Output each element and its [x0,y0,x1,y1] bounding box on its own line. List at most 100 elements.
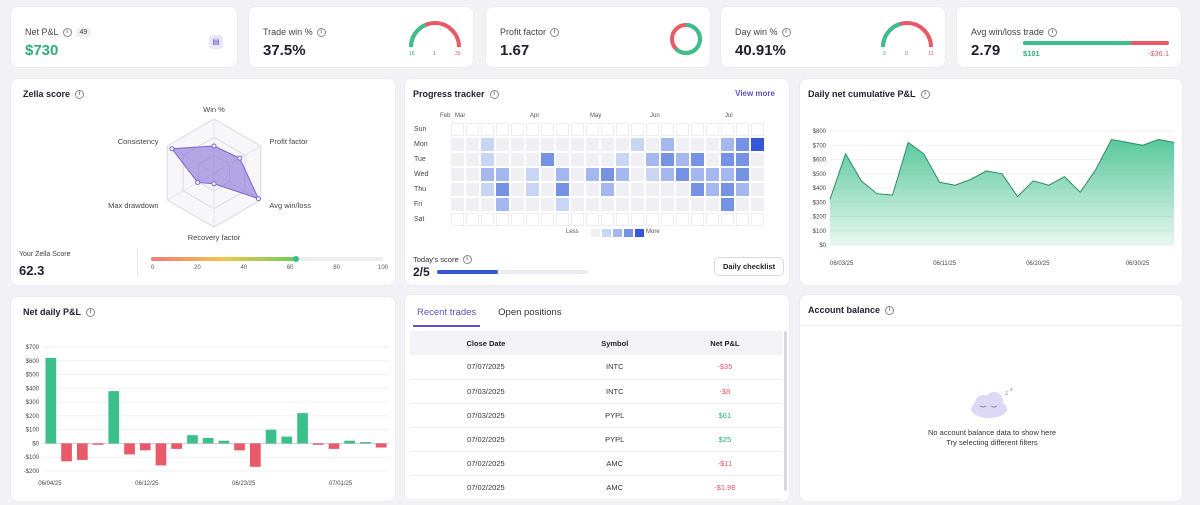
heatmap-day-cell[interactable] [646,213,659,226]
heatmap-day-cell[interactable] [481,138,494,151]
daily-pnl-bar[interactable] [92,443,104,445]
heatmap-day-cell[interactable] [571,138,584,151]
heatmap-day-cell[interactable] [676,198,689,211]
daily-pnl-bar[interactable] [375,443,387,448]
heatmap-day-cell[interactable] [526,168,539,181]
heatmap-day-cell[interactable] [631,183,644,196]
heatmap-day-cell[interactable] [466,138,479,151]
heatmap-day-cell[interactable] [601,168,614,181]
heatmap-day-cell[interactable] [556,153,569,166]
heatmap-day-cell[interactable] [691,138,704,151]
heatmap-day-cell[interactable] [556,138,569,151]
heatmap-day-cell[interactable] [511,153,524,166]
heatmap-day-cell[interactable] [721,183,734,196]
tab-recent-trades[interactable]: Recent trades [413,303,481,327]
heatmap-day-cell[interactable] [721,213,734,226]
daily-pnl-bar[interactable] [155,443,167,466]
info-icon[interactable]: i [1047,27,1057,37]
heatmap-day-cell[interactable] [601,138,614,151]
heatmap-day-cell[interactable] [676,153,689,166]
daily-pnl-bar[interactable] [360,442,371,444]
heatmap-day-cell[interactable] [601,198,614,211]
heatmap-day-cell[interactable] [586,153,599,166]
heatmap-day-cell[interactable] [481,183,494,196]
heatmap-day-cell[interactable] [736,213,749,226]
table-row[interactable]: 07/02/2025 PYPL $25 [410,427,782,452]
heatmap-day-cell[interactable] [691,123,704,136]
heatmap-day-cell[interactable] [556,168,569,181]
heatmap-day-cell[interactable] [616,138,629,151]
heatmap-day-cell[interactable] [481,123,494,136]
heatmap-day-cell[interactable] [466,153,479,166]
heatmap-day-cell[interactable] [661,168,674,181]
heatmap-day-cell[interactable] [571,153,584,166]
heatmap-day-cell[interactable] [751,123,764,136]
heatmap-day-cell[interactable] [586,138,599,151]
heatmap-day-cell[interactable] [616,153,629,166]
heatmap-day-cell[interactable] [691,213,704,226]
heatmap-day-cell[interactable] [571,183,584,196]
heatmap-day-cell[interactable] [586,123,599,136]
heatmap-day-cell[interactable] [481,153,494,166]
heatmap-day-cell[interactable] [721,153,734,166]
heatmap-day-cell[interactable] [736,138,749,151]
heatmap-day-cell[interactable] [631,138,644,151]
heatmap-day-cell[interactable] [601,213,614,226]
column-header-close-date[interactable]: Close Date [410,331,562,355]
heatmap-day-cell[interactable] [601,183,614,196]
heatmap-day-cell[interactable] [466,123,479,136]
heatmap-day-cell[interactable] [511,168,524,181]
heatmap-day-cell[interactable] [706,153,719,166]
heatmap-day-cell[interactable] [751,183,764,196]
daily-pnl-bar[interactable] [77,443,88,460]
column-header-symbol[interactable]: Symbol [561,331,668,355]
table-scrollbar[interactable] [784,331,787,491]
heatmap-day-cell[interactable] [601,153,614,166]
heatmap-day-cell[interactable] [616,183,629,196]
view-more-link[interactable]: View more [735,89,775,98]
heatmap-day-cell[interactable] [676,138,689,151]
heatmap-day-cell[interactable] [616,123,629,136]
daily-pnl-bar[interactable] [234,443,245,451]
heatmap-day-cell[interactable] [571,168,584,181]
calendar-icon[interactable]: ▤ [209,35,223,49]
heatmap-day-cell[interactable] [541,198,554,211]
heatmap-day-cell[interactable] [721,123,734,136]
heatmap-day-cell[interactable] [751,198,764,211]
daily-pnl-bar[interactable] [281,436,293,444]
heatmap-day-cell[interactable] [541,123,554,136]
heatmap-day-cell[interactable] [646,198,659,211]
heatmap-day-cell[interactable] [496,153,509,166]
heatmap-day-cell[interactable] [526,198,539,211]
daily-pnl-bar[interactable] [202,437,214,444]
daily-pnl-bar[interactable] [139,443,151,451]
heatmap-day-cell[interactable] [511,183,524,196]
heatmap-day-cell[interactable] [511,138,524,151]
heatmap-day-cell[interactable] [631,213,644,226]
heatmap-day-cell[interactable] [511,198,524,211]
heatmap-day-cell[interactable] [526,213,539,226]
heatmap-day-cell[interactable] [661,123,674,136]
heatmap-day-cell[interactable] [496,138,509,151]
heatmap-day-cell[interactable] [631,153,644,166]
heatmap-day-cell[interactable] [706,138,719,151]
heatmap-day-cell[interactable] [526,123,539,136]
heatmap-day-cell[interactable] [676,168,689,181]
info-icon[interactable]: i [316,27,326,37]
heatmap-day-cell[interactable] [556,123,569,136]
heatmap-day-cell[interactable] [736,183,749,196]
heatmap-day-cell[interactable] [706,168,719,181]
heatmap-day-cell[interactable] [691,153,704,166]
info-icon[interactable]: i [885,305,895,315]
heatmap-day-cell[interactable] [571,123,584,136]
heatmap-day-cell[interactable] [646,123,659,136]
heatmap-day-cell[interactable] [616,198,629,211]
heatmap-day-cell[interactable] [706,198,719,211]
heatmap-day-cell[interactable] [481,168,494,181]
info-icon[interactable]: i [781,27,791,37]
heatmap-day-cell[interactable] [541,168,554,181]
heatmap-day-cell[interactable] [466,183,479,196]
heatmap-day-cell[interactable] [616,168,629,181]
table-row[interactable]: 07/03/2025 INTC -$8 [410,379,782,404]
heatmap-day-cell[interactable] [586,198,599,211]
